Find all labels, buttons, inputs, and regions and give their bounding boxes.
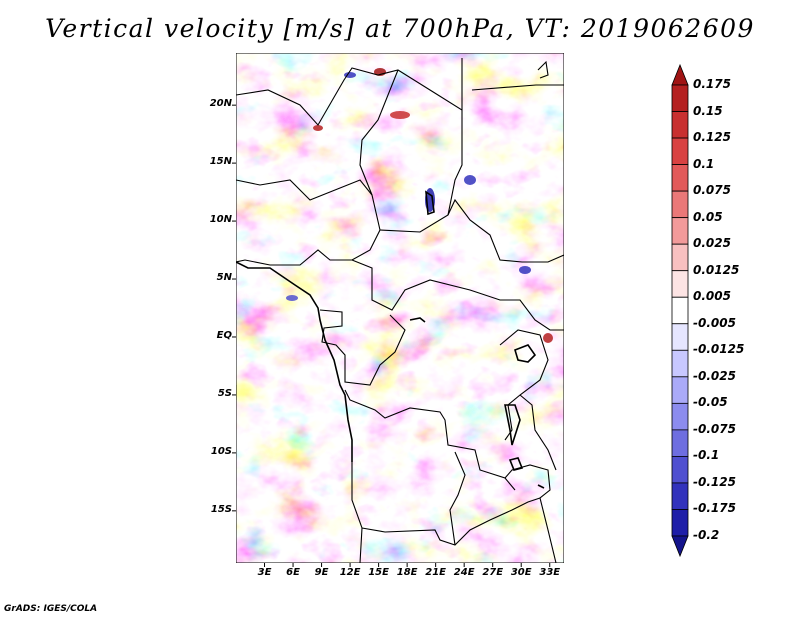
colorbar-extend-bottom [671,535,689,558]
colorbar-segment [671,137,689,165]
colorbar-segment [671,84,689,112]
velocity-field [236,53,564,563]
colorbar-label: 0.125 [693,130,731,145]
velocity-core [543,333,553,343]
y-tick-label: 15N [209,156,232,168]
colorbar-label: 0.1 [693,156,715,171]
credit-label: GrADS: IGES/COLA [4,604,98,614]
coastline [236,190,545,489]
x-tick-label: 12E [339,567,361,578]
x-tick-label: 6E [286,567,300,578]
colorbar-label: -0.05 [693,395,728,410]
map-panel [236,53,564,563]
x-tick-label: 15E [368,567,389,578]
colorbar-label: 0.15 [693,103,723,118]
x-tick-label: 27E [482,567,504,578]
x-tick-label: 18E [396,567,418,578]
x-tick-label: 3E [257,567,272,578]
colorbar-label: -0.075 [693,421,736,436]
y-tick-label: 15S [210,503,232,515]
x-tick-label: 24E [453,567,475,578]
velocity-core [519,266,531,274]
chart-title: Vertical velocity [m/s] at 700hPa, VT: 2… [45,14,755,43]
colorbar-label: 0.005 [693,289,731,304]
colorbar [671,63,689,558]
colorbar-segment [671,270,689,298]
colorbar-extend-top [671,63,689,86]
colorbar-segment [671,402,689,431]
velocity-core [464,175,476,185]
velocity-core [344,72,356,78]
y-tick-label: 10N [209,214,232,226]
colorbar-label: -0.005 [693,315,736,330]
colorbar-segment [671,243,689,272]
velocity-core [313,125,323,131]
velocity-core [390,111,410,119]
colorbar-segment [671,217,689,245]
colorbar-label: 0.05 [693,209,723,224]
colorbar-label: 0.175 [693,77,731,91]
colorbar-segment [671,349,689,378]
colorbar-label: 0.0125 [693,262,740,277]
y-tick-label: 5S [217,387,232,399]
colorbar-label: -0.025 [693,368,736,383]
colorbar-label: -0.175 [693,501,736,516]
colorbar-segment [671,190,689,219]
velocity-core [286,295,298,301]
x-tick-label: 33E [539,567,561,578]
colorbar-segment [671,482,689,510]
colorbar-segment [671,376,689,404]
y-tick-label: 10S [210,445,232,457]
colorbar-label: -0.125 [693,474,736,489]
colorbar-label: 0.025 [693,236,731,251]
x-tick-label: 21E [425,567,447,578]
colorbar-segment [671,296,689,325]
colorbar-segment [671,164,689,192]
colorbar-segment [671,429,689,457]
colorbar-segment [671,509,689,537]
y-tick-label: 20N [209,98,232,110]
colorbar-segment [671,111,689,139]
colorbar-segment [671,323,689,351]
colorbar-label: 0.075 [693,183,731,198]
y-tick-label: EQ [216,329,232,341]
colorbar-label: -0.0125 [693,342,745,357]
x-tick-label: 30E [510,567,532,578]
colorbar-label: -0.1 [693,448,720,463]
x-tick-label: 9E [314,567,329,578]
colorbar-label: -0.2 [693,528,720,542]
y-tick-label: 5N [216,272,232,284]
colorbar-segment [671,456,689,484]
